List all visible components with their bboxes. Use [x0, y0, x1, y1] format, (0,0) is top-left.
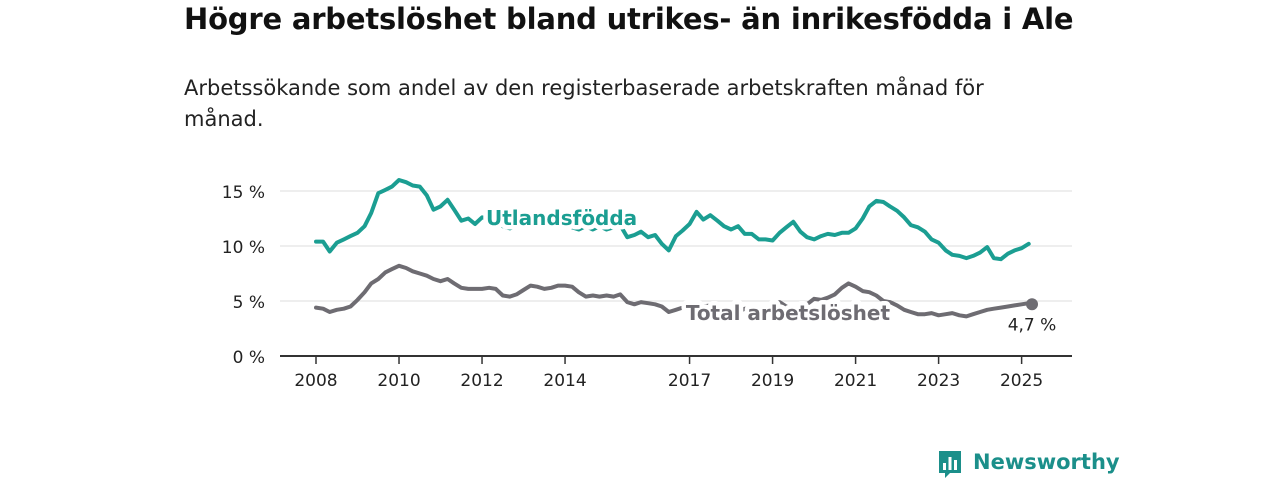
series-label-halo: Total arbetslöshet: [686, 301, 891, 325]
x-tick-label: 2019: [751, 371, 794, 391]
y-tick-label: 10 %: [222, 238, 265, 258]
series-label-halo: Utlandsfödda: [486, 206, 637, 230]
chart-subtitle: Arbetssökande som andel av den registerb…: [184, 76, 984, 131]
x-tick-label: 2021: [834, 371, 877, 391]
y-tick-label: 5 %: [233, 293, 265, 313]
y-tick-label: 0 %: [233, 348, 265, 368]
x-tick-label: 2023: [917, 371, 960, 391]
x-tick-label: 2025: [1000, 371, 1043, 391]
series-line-utlandsfodda: [314, 178, 1031, 262]
newsworthy-logo: Newsworthy: [937, 448, 1120, 480]
line-chart: 0 % 5 % 10 % 15 % 2008 2010 2012 2014 2017 2019 20…: [222, 178, 1072, 391]
x-tick-label: 2012: [460, 371, 503, 391]
brand-name: Newsworthy: [973, 450, 1120, 474]
y-tick-label: 15 %: [222, 183, 265, 203]
series-label: Total arbetslöshet: [686, 301, 891, 325]
bar-chart-icon: [939, 451, 961, 478]
x-tick-label: 2008: [294, 371, 337, 391]
end-point-marker: [1026, 298, 1038, 311]
series-label: Utlandsfödda: [486, 206, 637, 230]
x-tick-label: 2014: [543, 371, 586, 391]
chart-title: Högre arbetslöshet bland utrikes- än inr…: [184, 2, 1074, 36]
end-value-label: 4,7 %: [1008, 315, 1057, 335]
series-line-total: [314, 263, 1034, 319]
x-tick-label: 2017: [668, 371, 711, 391]
x-tick-label: 2010: [377, 371, 420, 391]
